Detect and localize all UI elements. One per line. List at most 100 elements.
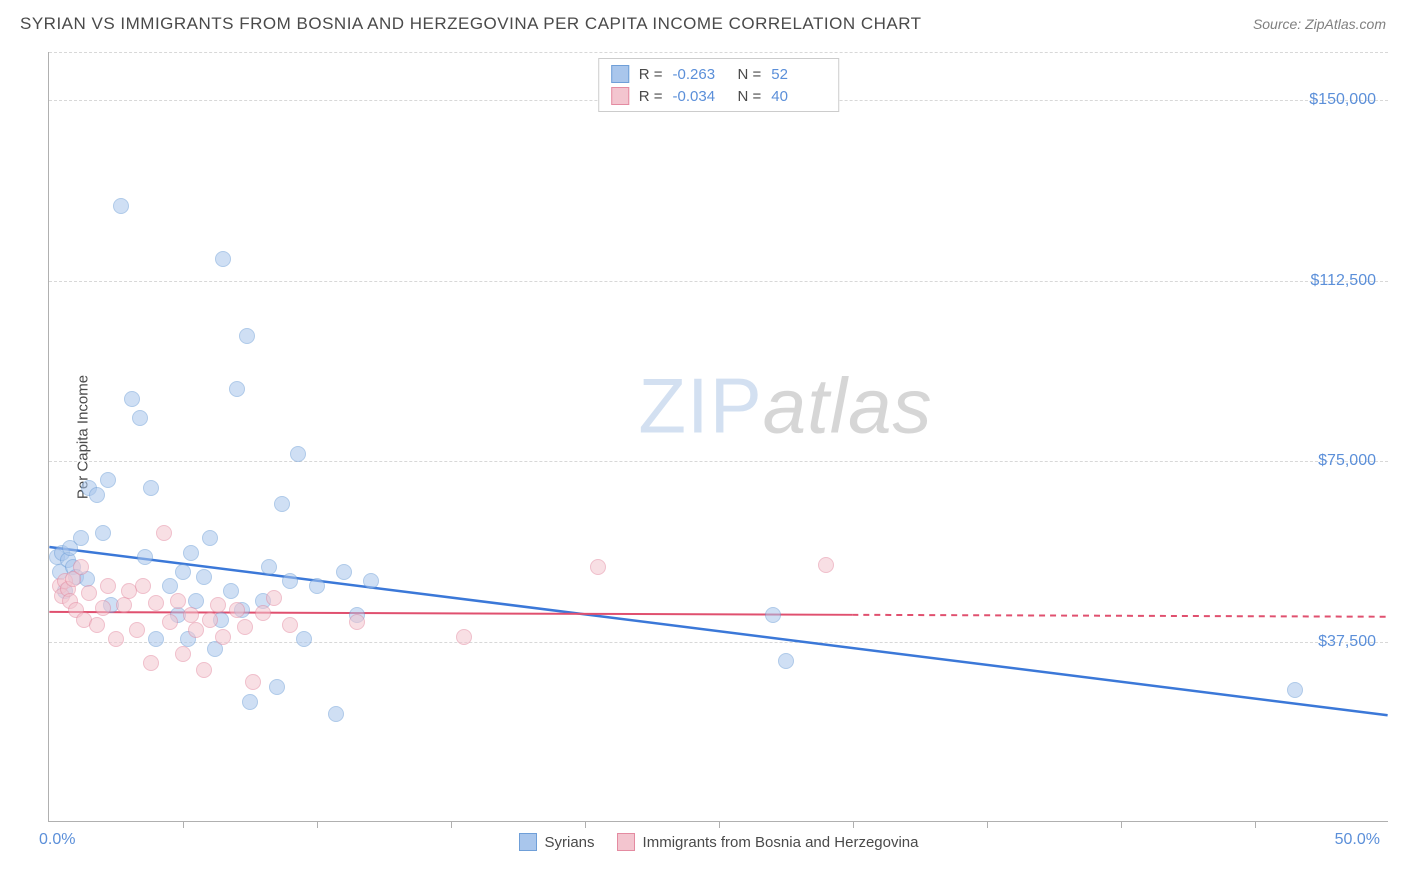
trend-line-dashed bbox=[852, 615, 1387, 617]
scatter-point bbox=[349, 614, 365, 630]
legend-item: Syrians bbox=[519, 833, 595, 851]
watermark: ZIPatlas bbox=[638, 360, 932, 451]
r-label: R = bbox=[639, 66, 663, 83]
scatter-point bbox=[62, 593, 78, 609]
scatter-point bbox=[290, 446, 306, 462]
scatter-point bbox=[162, 578, 178, 594]
scatter-point bbox=[124, 391, 140, 407]
scatter-point bbox=[196, 569, 212, 585]
chart-title: SYRIAN VS IMMIGRANTS FROM BOSNIA AND HER… bbox=[20, 14, 922, 34]
scatter-point bbox=[818, 557, 834, 573]
x-tick bbox=[987, 821, 988, 828]
scatter-point bbox=[1287, 682, 1303, 698]
x-tick bbox=[585, 821, 586, 828]
scatter-point bbox=[65, 559, 81, 575]
legend-swatch bbox=[617, 833, 635, 851]
scatter-point bbox=[196, 662, 212, 678]
y-tick-label: $112,500 bbox=[1310, 272, 1376, 290]
scatter-point bbox=[590, 559, 606, 575]
scatter-point bbox=[207, 641, 223, 657]
scatter-point bbox=[274, 496, 290, 512]
x-axis-max-label: 50.0% bbox=[1335, 831, 1380, 849]
scatter-chart: ZIPatlas Per Capita Income $37,500$75,00… bbox=[48, 52, 1388, 822]
scatter-point bbox=[52, 578, 68, 594]
x-tick bbox=[1255, 821, 1256, 828]
scatter-point bbox=[183, 607, 199, 623]
scatter-point bbox=[175, 646, 191, 662]
gridline bbox=[49, 281, 1388, 282]
scatter-point bbox=[202, 530, 218, 546]
scatter-point bbox=[778, 653, 794, 669]
scatter-point bbox=[68, 602, 84, 618]
scatter-point bbox=[100, 472, 116, 488]
scatter-point bbox=[183, 545, 199, 561]
correlation-legend-row: R = -0.034N = 40 bbox=[611, 85, 827, 107]
scatter-point bbox=[229, 602, 245, 618]
scatter-points-layer bbox=[49, 52, 1388, 821]
scatter-point bbox=[229, 381, 245, 397]
n-value: 52 bbox=[771, 66, 826, 83]
scatter-point bbox=[282, 617, 298, 633]
scatter-point bbox=[223, 583, 239, 599]
y-tick-label: $150,000 bbox=[1309, 91, 1376, 109]
scatter-point bbox=[234, 602, 250, 618]
x-axis-min-label: 0.0% bbox=[39, 831, 75, 849]
r-value: -0.263 bbox=[673, 66, 728, 83]
scatter-point bbox=[54, 588, 70, 604]
scatter-point bbox=[129, 622, 145, 638]
scatter-point bbox=[121, 583, 137, 599]
scatter-point bbox=[95, 600, 111, 616]
scatter-point bbox=[57, 583, 73, 599]
r-value: -0.034 bbox=[673, 88, 728, 105]
scatter-point bbox=[135, 578, 151, 594]
scatter-point bbox=[245, 674, 261, 690]
scatter-point bbox=[65, 571, 81, 587]
scatter-point bbox=[175, 564, 191, 580]
x-tick bbox=[317, 821, 318, 828]
scatter-point bbox=[202, 612, 218, 628]
scatter-point bbox=[296, 631, 312, 647]
n-label: N = bbox=[738, 66, 762, 83]
scatter-point bbox=[180, 631, 196, 647]
scatter-point bbox=[113, 198, 129, 214]
scatter-point bbox=[73, 530, 89, 546]
trend-lines-layer bbox=[49, 52, 1388, 821]
legend-label: Syrians bbox=[545, 834, 595, 851]
scatter-point bbox=[349, 607, 365, 623]
scatter-point bbox=[100, 578, 116, 594]
legend-label: Immigrants from Bosnia and Herzegovina bbox=[643, 834, 919, 851]
scatter-point bbox=[52, 564, 68, 580]
scatter-point bbox=[62, 540, 78, 556]
scatter-point bbox=[336, 564, 352, 580]
scatter-point bbox=[60, 581, 76, 597]
y-axis-label: Per Capita Income bbox=[75, 374, 92, 498]
r-label: R = bbox=[639, 88, 663, 105]
gridline bbox=[49, 52, 1388, 53]
scatter-point bbox=[242, 694, 258, 710]
scatter-point bbox=[188, 622, 204, 638]
scatter-point bbox=[54, 545, 70, 561]
scatter-point bbox=[765, 607, 781, 623]
scatter-point bbox=[95, 525, 111, 541]
x-tick bbox=[183, 821, 184, 828]
scatter-point bbox=[156, 525, 172, 541]
scatter-point bbox=[143, 655, 159, 671]
scatter-point bbox=[76, 612, 92, 628]
x-tick bbox=[1121, 821, 1122, 828]
legend-item: Immigrants from Bosnia and Herzegovina bbox=[617, 833, 919, 851]
series-legend: Syrians Immigrants from Bosnia and Herzeg… bbox=[519, 833, 919, 851]
scatter-point bbox=[148, 631, 164, 647]
scatter-point bbox=[108, 631, 124, 647]
scatter-point bbox=[255, 593, 271, 609]
legend-swatch bbox=[611, 65, 629, 83]
scatter-point bbox=[89, 487, 105, 503]
scatter-point bbox=[103, 597, 119, 613]
scatter-point bbox=[170, 607, 186, 623]
scatter-point bbox=[170, 593, 186, 609]
scatter-point bbox=[237, 619, 253, 635]
scatter-point bbox=[282, 573, 298, 589]
correlation-legend: R = -0.263 N = 52 R = -0.034N = 40 bbox=[598, 58, 840, 112]
correlation-legend-row: R = -0.263 N = 52 bbox=[611, 63, 827, 85]
gridline bbox=[49, 642, 1388, 643]
scatter-point bbox=[269, 679, 285, 695]
